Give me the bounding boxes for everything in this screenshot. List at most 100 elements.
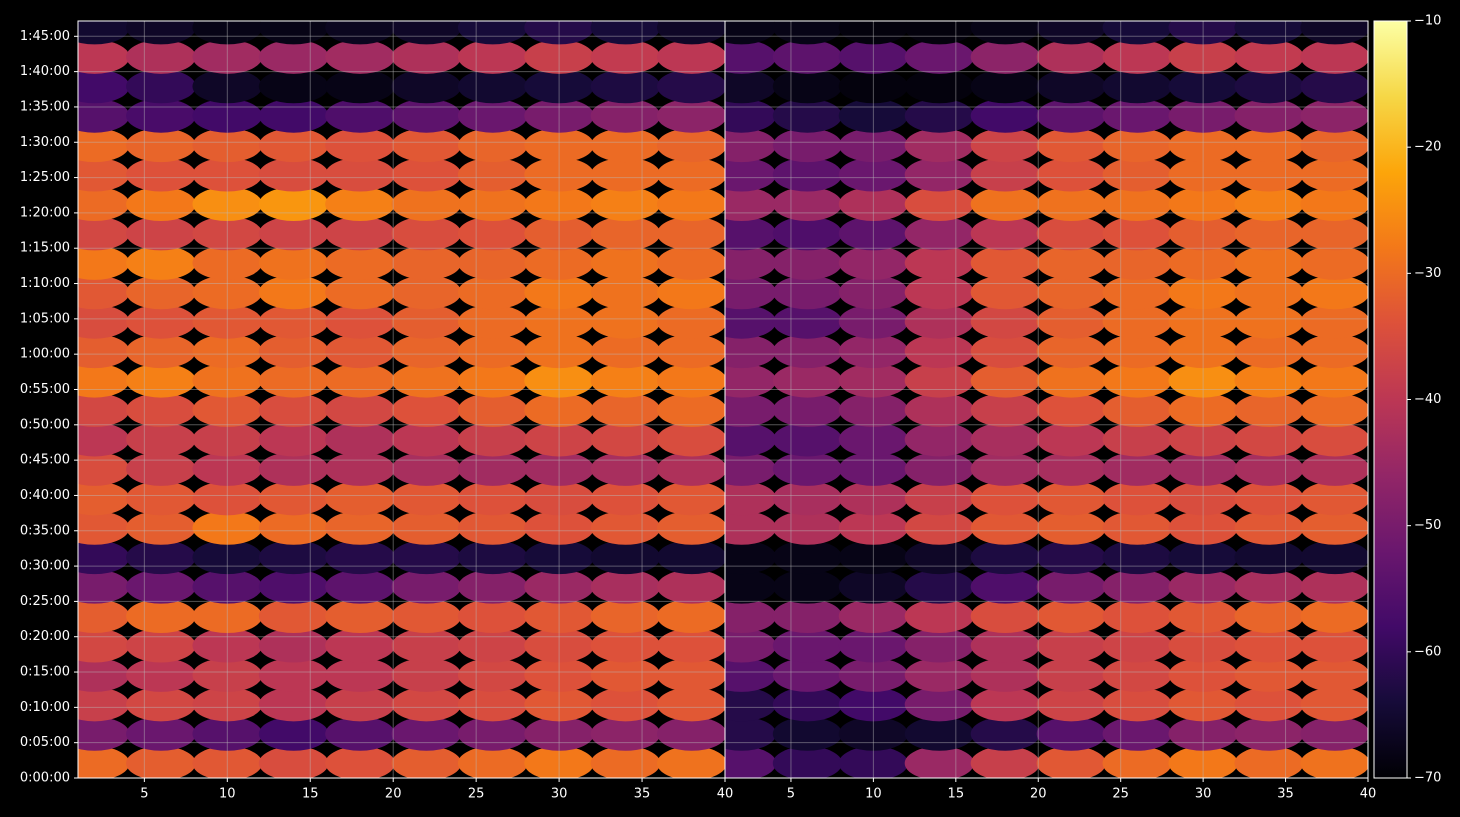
cell [1300, 716, 1368, 751]
cell [78, 363, 130, 398]
x-tick-label: 20 [1030, 787, 1047, 802]
cell [78, 599, 130, 634]
cell [524, 187, 594, 221]
cell [192, 98, 263, 133]
x-tick-label: 5 [787, 787, 795, 802]
cell [838, 540, 909, 575]
cell [1102, 246, 1172, 280]
cell [457, 393, 528, 428]
cell [457, 187, 528, 221]
cell [1036, 69, 1106, 104]
cell [192, 246, 263, 280]
cell [457, 422, 528, 457]
cell [904, 304, 974, 339]
cell [325, 334, 395, 369]
cell [457, 658, 528, 692]
cell [904, 422, 974, 457]
cell [1036, 658, 1106, 692]
cell [904, 510, 974, 545]
cell [325, 275, 395, 310]
cell [391, 363, 462, 398]
cell [656, 452, 725, 486]
cell [524, 246, 594, 280]
cell [590, 304, 661, 339]
cell [126, 393, 196, 428]
cell [656, 658, 725, 692]
cell [725, 746, 777, 778]
cell [457, 363, 528, 398]
cell [524, 658, 594, 692]
cell [725, 687, 777, 722]
cell [258, 393, 329, 428]
y-tick-label: 0:30:00 [20, 559, 70, 574]
cell [325, 687, 395, 722]
x-tick-label: 30 [1195, 787, 1212, 802]
cell [656, 540, 725, 575]
cell [192, 21, 263, 45]
cell [772, 687, 843, 722]
cell [258, 540, 329, 575]
cell [192, 157, 263, 192]
cell [1102, 216, 1172, 251]
cell [391, 658, 462, 692]
cell [1168, 569, 1238, 604]
cell [970, 187, 1040, 221]
cell [457, 569, 528, 604]
cell [1102, 452, 1172, 486]
cell [725, 716, 777, 751]
cell [325, 599, 395, 634]
cell [1234, 481, 1304, 516]
cell [192, 275, 263, 310]
cell [258, 599, 329, 634]
cell [1300, 157, 1368, 192]
cell [1036, 716, 1106, 751]
cell [970, 69, 1040, 104]
cell [1102, 275, 1172, 310]
cell [838, 687, 909, 722]
cell [78, 334, 130, 369]
cell [904, 216, 974, 251]
cell [656, 510, 725, 545]
cell [1102, 716, 1172, 751]
cell [1102, 39, 1172, 74]
cell [325, 69, 395, 104]
cell [325, 246, 395, 280]
cell [590, 334, 661, 369]
cell [325, 569, 395, 604]
cell [1234, 128, 1304, 163]
cell [524, 69, 594, 104]
cell [725, 69, 777, 104]
cell [590, 599, 661, 634]
cell [457, 599, 528, 634]
cell [590, 452, 661, 486]
cell [590, 187, 661, 221]
cell [838, 39, 909, 74]
cell [78, 716, 130, 751]
cell [970, 246, 1040, 280]
cell [772, 21, 843, 45]
cell [1102, 363, 1172, 398]
cell [78, 628, 130, 663]
cell [325, 716, 395, 751]
cell [1168, 481, 1238, 516]
y-tick-label: 0:45:00 [20, 453, 70, 468]
cell [656, 393, 725, 428]
cell [78, 21, 130, 45]
cell [524, 128, 594, 163]
cell [904, 69, 974, 104]
cell [590, 246, 661, 280]
cell [457, 216, 528, 251]
cell [1234, 275, 1304, 310]
cell [772, 157, 843, 192]
cell [78, 98, 130, 133]
cell [325, 216, 395, 251]
cell [1102, 569, 1172, 604]
cell [391, 569, 462, 604]
cell [656, 422, 725, 457]
cell [192, 481, 263, 516]
cell [656, 569, 725, 604]
cell [970, 157, 1040, 192]
cell [1168, 304, 1238, 339]
cell [1168, 658, 1238, 692]
cell [904, 540, 974, 575]
